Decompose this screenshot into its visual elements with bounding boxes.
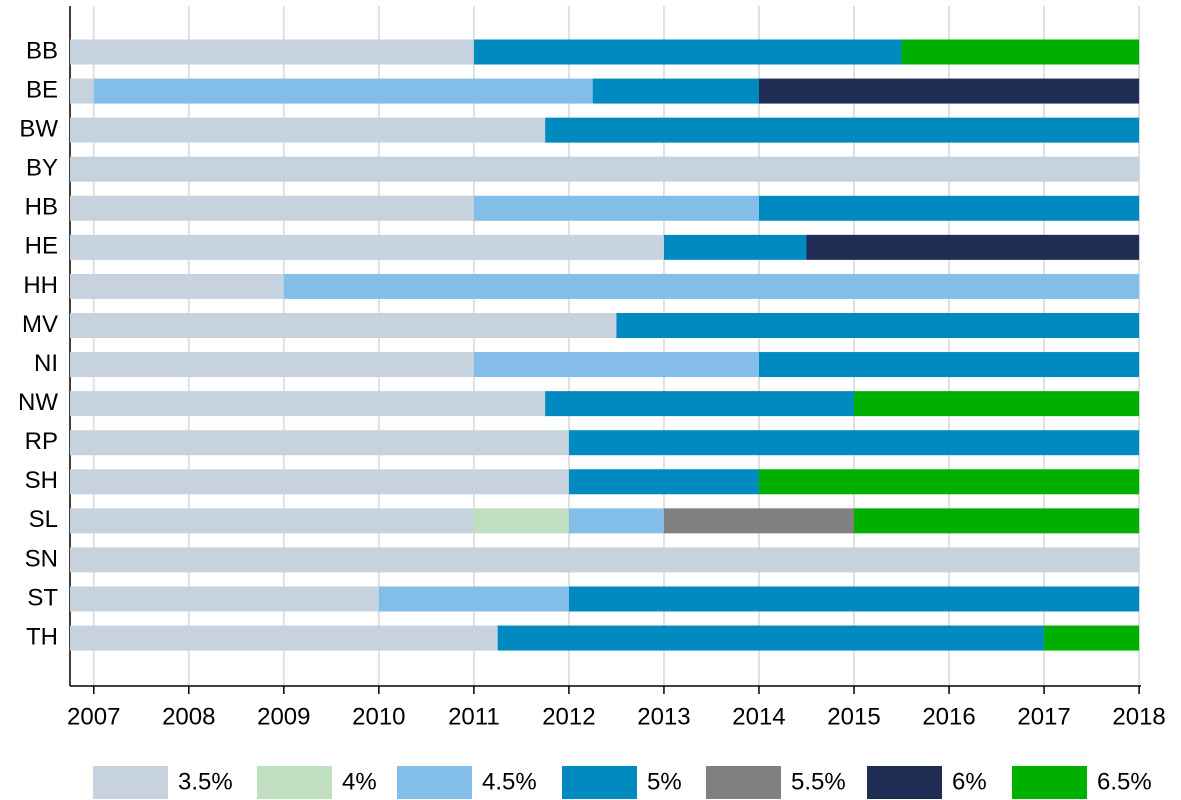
- y-tick-label: BE: [26, 76, 58, 103]
- x-tick-label: 2014: [732, 703, 785, 730]
- legend-swatch: [867, 766, 942, 799]
- legend-swatch: [257, 766, 332, 799]
- bar-segment: [283, 273, 1140, 299]
- bar-segment: [592, 78, 759, 104]
- bar-segment: [473, 195, 759, 221]
- bar-segment: [70, 78, 94, 104]
- bar-segment: [854, 508, 1140, 534]
- legend-swatch: [1012, 766, 1087, 799]
- bar-segment: [70, 586, 379, 612]
- bar-segment: [758, 469, 1140, 495]
- y-tick-label: SL: [29, 506, 58, 533]
- y-tick-label: NI: [34, 350, 58, 377]
- bar-segment: [663, 234, 807, 260]
- legend-swatch: [562, 766, 637, 799]
- y-tick-label: HE: [25, 233, 58, 260]
- bar-segment: [901, 39, 1140, 65]
- bar-segment: [545, 117, 1140, 143]
- bar-segment: [568, 586, 1140, 612]
- bar-segment: [70, 117, 546, 143]
- bar-segment: [568, 469, 759, 495]
- y-tick-label: SH: [25, 467, 58, 494]
- y-tick-label: TH: [26, 623, 58, 650]
- legend-swatch: [706, 766, 781, 799]
- bar-segment: [806, 234, 1140, 260]
- bar-segment: [663, 508, 855, 534]
- bar-segment: [568, 430, 1140, 456]
- x-tick-label: 2013: [637, 703, 690, 730]
- x-tick-label: 2012: [542, 703, 595, 730]
- bar-segment: [70, 195, 474, 221]
- legend-label: 4.5%: [482, 768, 537, 795]
- legend-label: 5.5%: [791, 768, 846, 795]
- bar-segment: [758, 195, 1140, 221]
- bar-segment: [497, 625, 1045, 651]
- legend-label: 5%: [647, 768, 682, 795]
- y-tick-label: BB: [26, 37, 58, 64]
- x-tick-label: 2009: [257, 703, 310, 730]
- y-tick-label: MV: [22, 311, 58, 338]
- y-tick-label: ST: [27, 584, 58, 611]
- bar-segment: [70, 547, 1140, 573]
- x-tick-label: 2008: [162, 703, 215, 730]
- bar-segment: [70, 508, 474, 534]
- bar-segment: [70, 469, 569, 495]
- bar-segment: [473, 352, 759, 378]
- x-tick-label: 2017: [1017, 703, 1070, 730]
- y-tick-label: HH: [23, 272, 58, 299]
- bar-segment: [70, 430, 569, 456]
- legend-label: 3.5%: [178, 768, 233, 795]
- bar-segment: [70, 352, 474, 378]
- legend-label: 4%: [342, 768, 377, 795]
- bar-segment: [378, 586, 569, 612]
- bar-segment: [473, 39, 902, 65]
- bar-segment: [70, 273, 284, 299]
- bar-segment: [93, 78, 593, 104]
- bar-segment: [473, 508, 569, 534]
- bar-segment: [568, 508, 664, 534]
- x-tick-label: 2016: [922, 703, 975, 730]
- y-tick-label: BW: [19, 115, 58, 142]
- legend-swatch: [93, 766, 168, 799]
- legend-swatch: [397, 766, 472, 799]
- legend-label: 6.5%: [1097, 768, 1152, 795]
- y-tick-label: NW: [18, 389, 58, 416]
- y-tick-label: RP: [25, 428, 58, 455]
- bar-segment: [70, 39, 474, 65]
- bar-segment: [70, 625, 498, 651]
- y-tick-label: SN: [25, 545, 58, 572]
- bar-segment: [854, 391, 1140, 417]
- bar-segment: [1044, 625, 1140, 651]
- x-tick-label: 2015: [827, 703, 880, 730]
- y-tick-label: HB: [25, 194, 58, 221]
- x-tick-label: 2007: [67, 703, 120, 730]
- bar-segment: [70, 312, 617, 338]
- x-tick-label: 2011: [448, 703, 500, 730]
- bar-segment: [70, 391, 546, 417]
- bar-segment: [758, 352, 1140, 378]
- x-tick-label: 2010: [352, 703, 405, 730]
- x-tick-label: 2018: [1112, 703, 1165, 730]
- bar-segment: [758, 78, 1140, 104]
- bar-segment: [616, 312, 1140, 338]
- bar-segment: [545, 391, 855, 417]
- y-tick-label: BY: [26, 155, 58, 182]
- bar-segment: [70, 234, 664, 260]
- legend-label: 6%: [952, 768, 987, 795]
- bar-segment: [70, 156, 1140, 182]
